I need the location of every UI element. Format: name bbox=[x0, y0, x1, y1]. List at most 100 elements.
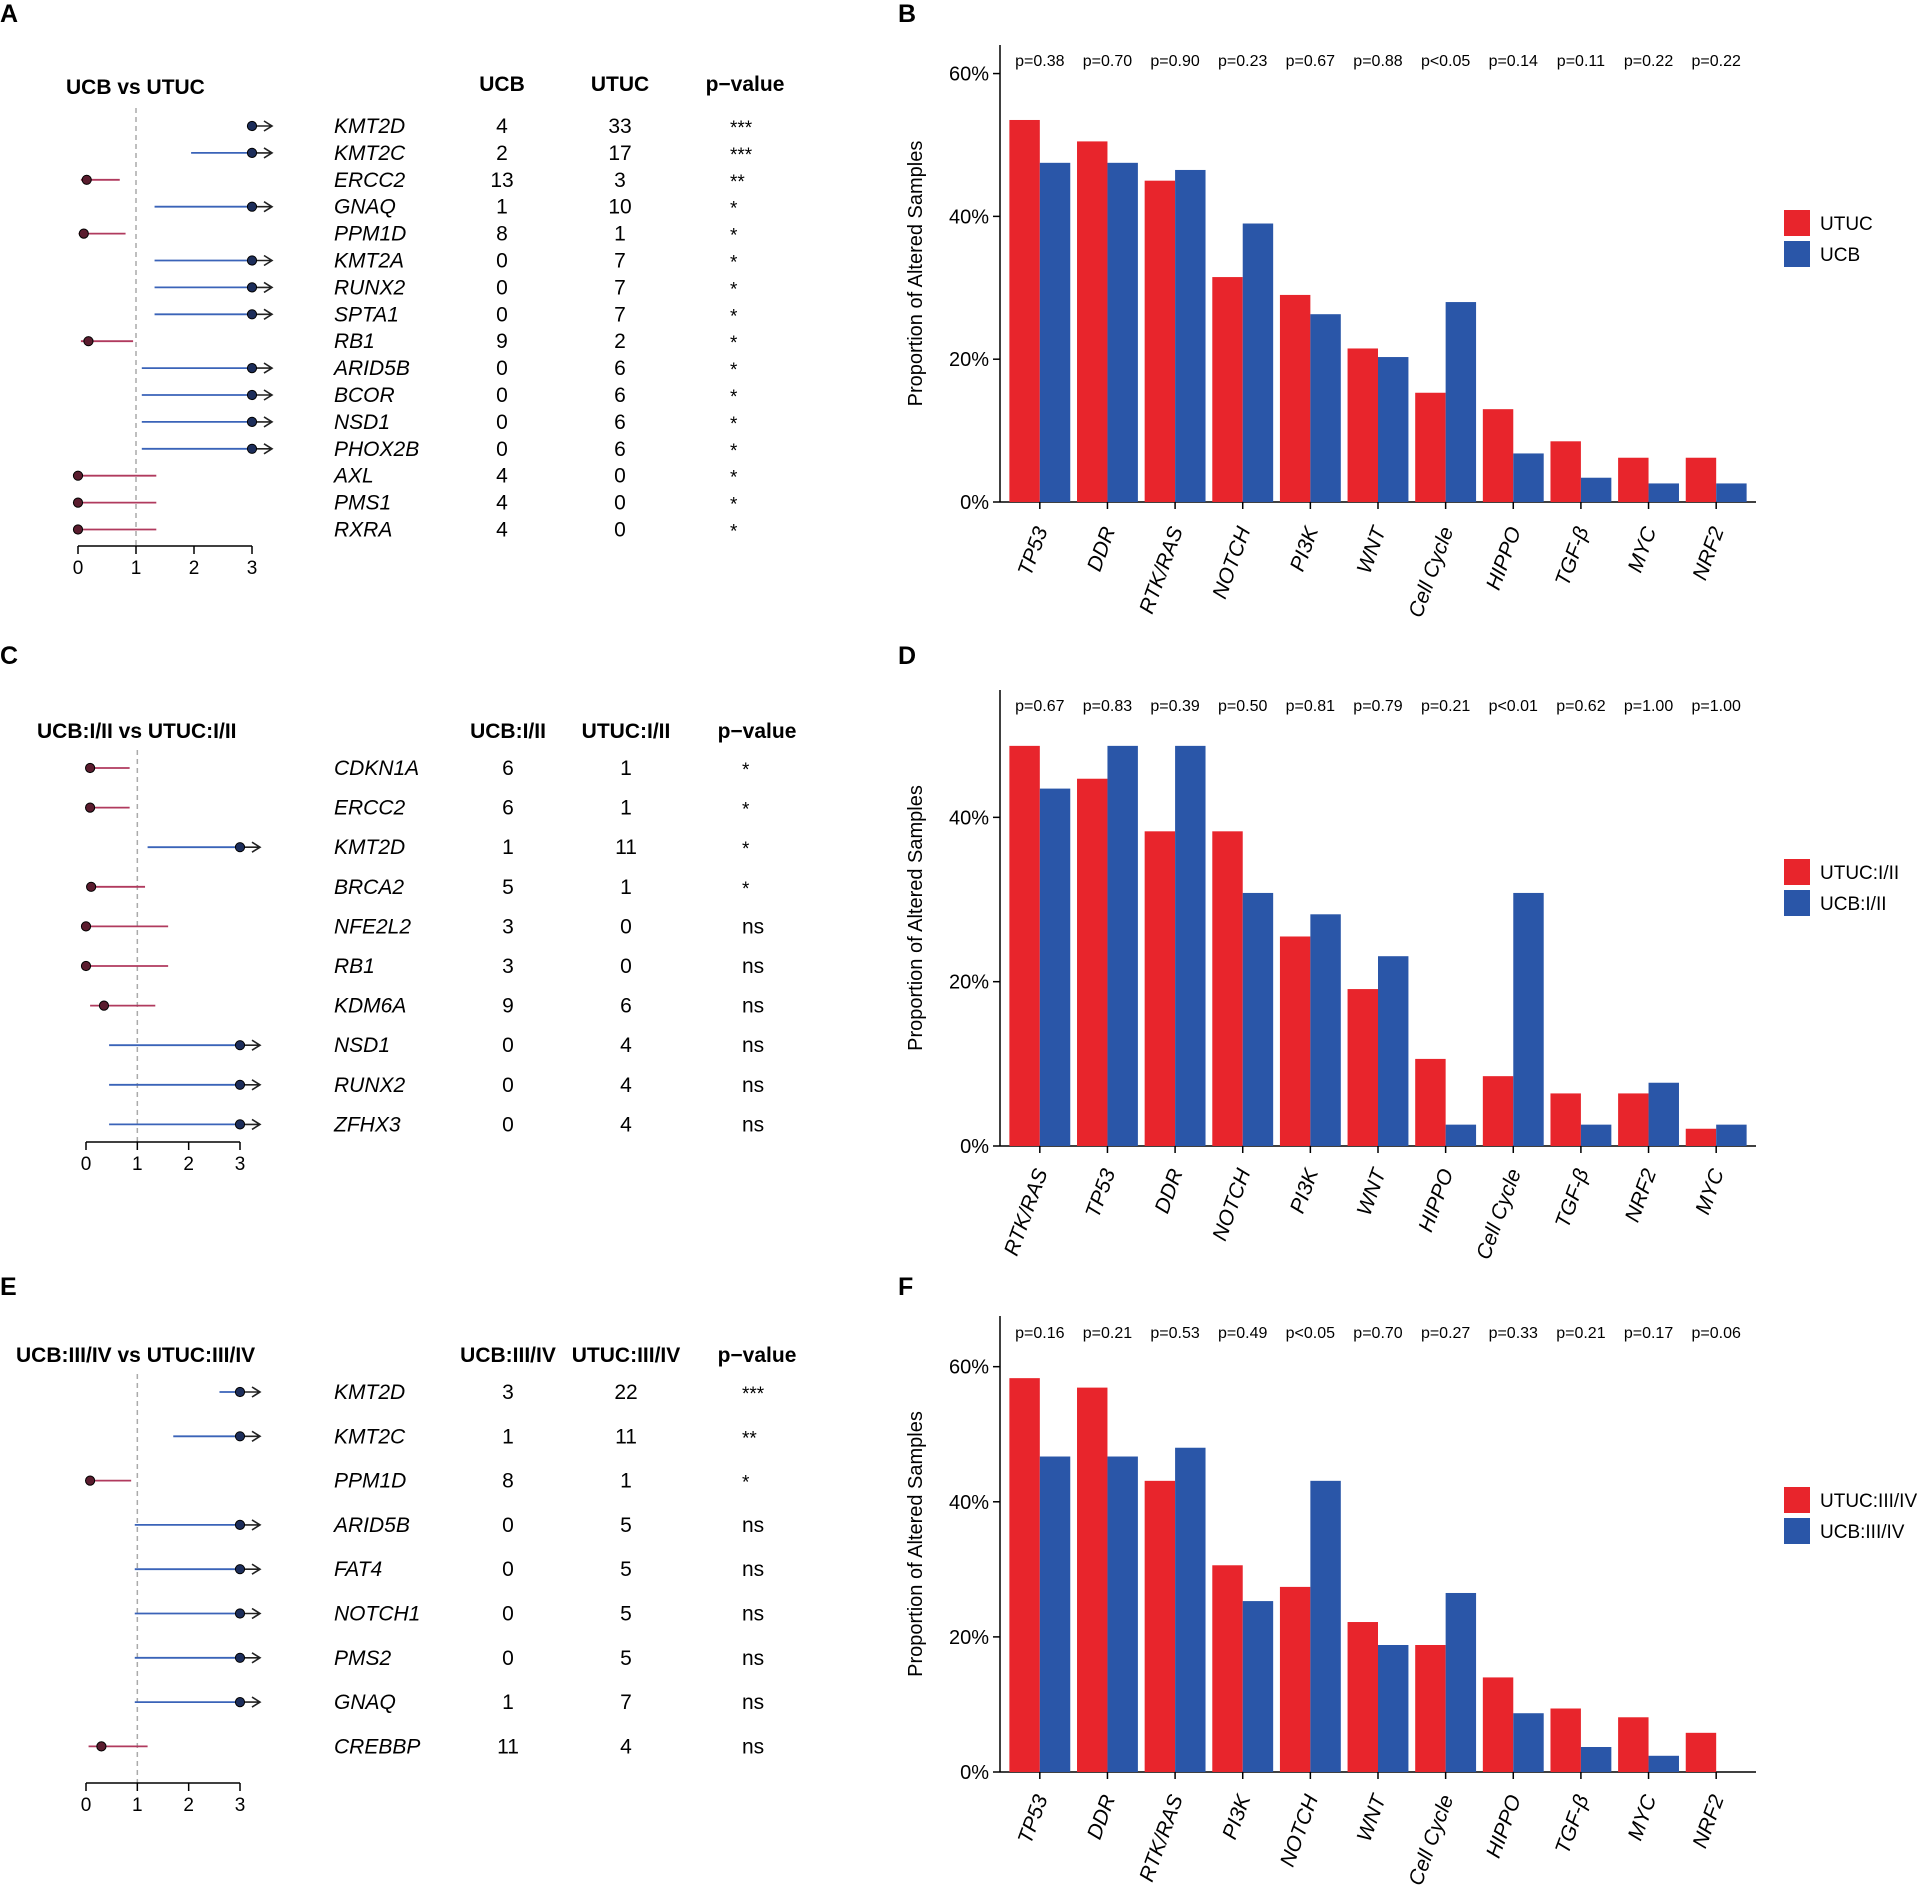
point-estimate bbox=[246, 416, 258, 427]
gene-label: GNAQ bbox=[334, 196, 396, 219]
count-group1: 0 bbox=[502, 1647, 514, 1670]
legend-label: UTUC:III/IV bbox=[1820, 1491, 1917, 1512]
category-label: MYC bbox=[1624, 523, 1662, 576]
x-tick-label: 0 bbox=[81, 1795, 92, 1816]
legend-label: UCB:I/II bbox=[1820, 894, 1887, 915]
bar-chart-f: 0% 20% 40% 60% Proportion of Altered Samples… bbox=[905, 1316, 1917, 1889]
count-group2: 0 bbox=[620, 955, 632, 978]
p-value-label: p=0.62 bbox=[1556, 698, 1605, 715]
category-label: DDR bbox=[1083, 524, 1120, 575]
legend-swatch bbox=[1784, 859, 1810, 885]
count-group1: 0 bbox=[496, 438, 508, 461]
y-tick-label: 40% bbox=[949, 206, 989, 228]
point-estimate bbox=[72, 497, 84, 508]
count-group2: 0 bbox=[614, 492, 626, 515]
count-group2: 7 bbox=[614, 250, 626, 273]
count-group2: 0 bbox=[614, 465, 626, 488]
point-estimate bbox=[98, 1000, 110, 1011]
category-label: NOTCH bbox=[1276, 1791, 1323, 1870]
point-estimate bbox=[234, 1040, 246, 1051]
point-estimate bbox=[86, 881, 97, 892]
point-estimate bbox=[80, 921, 92, 932]
point-estimate bbox=[246, 363, 258, 374]
p-value-label: p<0.05 bbox=[1421, 53, 1470, 70]
count-group2: 11 bbox=[615, 1425, 637, 1448]
point-estimate bbox=[234, 1697, 246, 1708]
bar-group2 bbox=[1716, 483, 1747, 502]
p-value-label: p=1.00 bbox=[1624, 698, 1673, 715]
bar-group2 bbox=[1107, 162, 1138, 502]
p-value-label: * bbox=[742, 1473, 750, 1494]
count-group2: 1 bbox=[614, 223, 626, 246]
count-group1: 0 bbox=[502, 1514, 514, 1537]
y-tick-label: 0% bbox=[960, 492, 989, 514]
y-axis-label: Proportion of Altered Samples bbox=[905, 141, 927, 407]
bar-group2 bbox=[1513, 1713, 1544, 1772]
bar-group2 bbox=[1039, 1456, 1071, 1772]
category-label: RTK/RAS bbox=[1135, 1792, 1188, 1885]
category-label: HIPPO bbox=[1414, 1166, 1458, 1235]
bar-group1 bbox=[1077, 1387, 1108, 1772]
bar-chart-d: 0% 20% 40% Proportion of Altered Samples p=0… bbox=[905, 690, 1899, 1263]
count-group1: 8 bbox=[502, 1470, 514, 1493]
p-value-label: * bbox=[742, 879, 750, 900]
count-group1: 1 bbox=[496, 196, 508, 219]
p-value-label: ns bbox=[742, 995, 764, 1018]
gene-label: RXRA bbox=[334, 519, 392, 542]
x-tick-label: 2 bbox=[183, 1795, 194, 1816]
count-group2: 5 bbox=[620, 1647, 632, 1670]
count-group2: 4 bbox=[620, 1735, 632, 1758]
gene-label: BCOR bbox=[334, 384, 395, 407]
gene-label: BRCA2 bbox=[334, 876, 404, 899]
bar-group2 bbox=[1378, 956, 1409, 1146]
bar-group2 bbox=[1242, 1601, 1274, 1772]
count-group2: 17 bbox=[608, 142, 631, 165]
p-value-label: * bbox=[730, 279, 738, 300]
count-group2: 6 bbox=[614, 411, 626, 434]
bar-group1 bbox=[1347, 348, 1378, 502]
column-header: UCB bbox=[479, 73, 525, 96]
category-label: PI3K bbox=[1286, 523, 1324, 575]
p-value-label: p=0.22 bbox=[1691, 53, 1740, 70]
count-group2: 4 bbox=[620, 1074, 632, 1097]
point-estimate bbox=[234, 1608, 246, 1619]
point-estimate bbox=[246, 201, 258, 212]
category-label: WNT bbox=[1353, 522, 1392, 577]
count-group1: 4 bbox=[496, 115, 508, 138]
bar-group1 bbox=[1279, 1586, 1311, 1772]
bar-group2 bbox=[1648, 483, 1679, 502]
y-tick-label: 20% bbox=[949, 349, 989, 371]
forest-plot-e: UCB:III/IV vs UTUC:III/IV UCB:III/IV UTUC:… bbox=[16, 1344, 796, 1816]
p-value-label: * bbox=[730, 495, 738, 516]
count-group2: 33 bbox=[608, 115, 631, 138]
p-value-label: p=0.21 bbox=[1083, 1325, 1132, 1342]
point-estimate bbox=[81, 174, 92, 185]
bar-group2 bbox=[1445, 1592, 1477, 1772]
column-header: p−value bbox=[706, 73, 785, 96]
legend-label: UTUC bbox=[1820, 214, 1873, 235]
gene-label: CDKN1A bbox=[334, 757, 419, 780]
point-estimate bbox=[80, 960, 92, 972]
gene-label: SPTA1 bbox=[334, 303, 399, 326]
p-value-label: ** bbox=[742, 1428, 757, 1449]
x-tick-label: 0 bbox=[81, 1154, 92, 1175]
bar-group2 bbox=[1378, 1644, 1409, 1772]
p-value-label: p=0.11 bbox=[1557, 53, 1605, 70]
column-header: UTUC bbox=[591, 73, 649, 96]
category-label: WNT bbox=[1353, 1164, 1392, 1219]
count-group1: 6 bbox=[502, 757, 514, 780]
x-tick-label: 3 bbox=[235, 1795, 246, 1816]
count-group1: 8 bbox=[496, 223, 508, 246]
y-tick-label: 60% bbox=[949, 1357, 989, 1379]
p-value-label: p<0.05 bbox=[1286, 1325, 1335, 1342]
gene-label: PMS2 bbox=[334, 1647, 392, 1670]
p-value-label: * bbox=[730, 333, 738, 354]
bar-group2 bbox=[1378, 357, 1409, 502]
panel-letter-f: F bbox=[898, 1273, 913, 1301]
category-label: PI3K bbox=[1286, 1165, 1324, 1217]
gene-label: AXL bbox=[332, 465, 374, 488]
p-value-label: *** bbox=[730, 118, 753, 139]
count-group2: 0 bbox=[614, 519, 626, 542]
p-value-label: p=0.88 bbox=[1353, 53, 1402, 70]
bar-group1 bbox=[1618, 1717, 1649, 1772]
